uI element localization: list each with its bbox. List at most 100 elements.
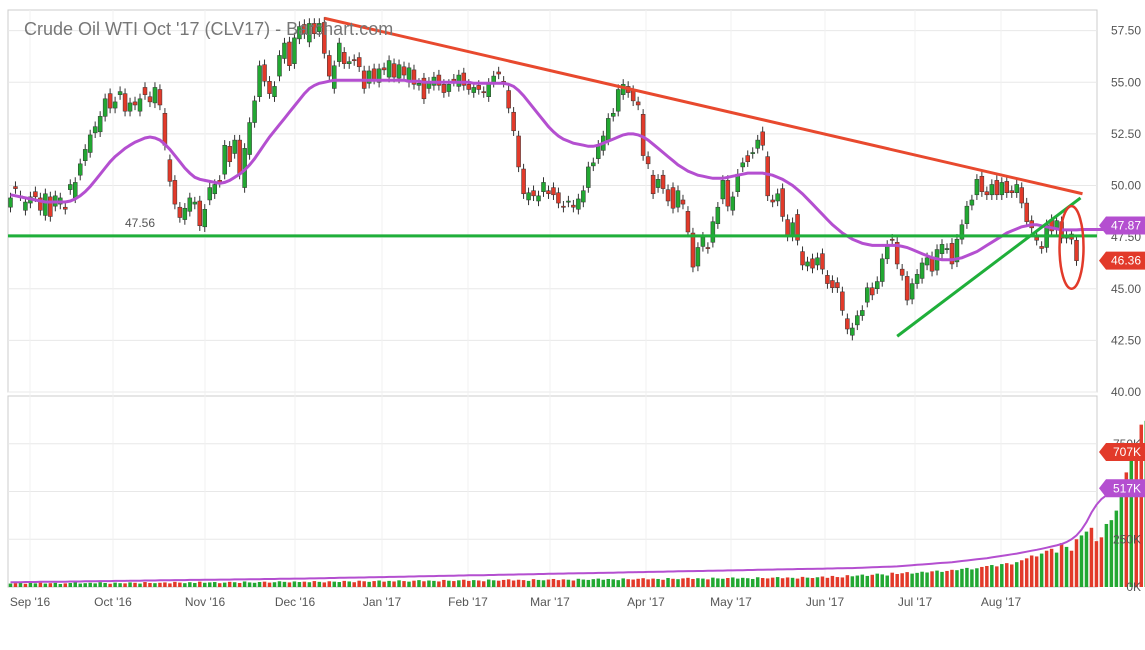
volume-bar — [18, 582, 23, 587]
volume-tick-label: 0K — [1126, 580, 1141, 594]
volume-bar — [1044, 550, 1049, 587]
candle-body — [740, 162, 745, 168]
candle — [974, 174, 980, 200]
candle — [337, 37, 342, 67]
candle-body — [755, 139, 760, 149]
candle-body — [835, 282, 840, 288]
candle-body — [775, 193, 780, 202]
volume-bar — [1134, 457, 1139, 587]
volume-bar — [855, 575, 860, 587]
volume-bar — [486, 579, 491, 587]
candle-body — [227, 146, 232, 163]
candle — [860, 305, 865, 321]
volume-bar — [1069, 550, 1074, 587]
candle — [152, 82, 158, 109]
candle-body — [586, 166, 591, 188]
volume-bar — [501, 579, 506, 587]
volume-bar — [38, 582, 43, 587]
volume-bar — [317, 581, 322, 587]
candle-body — [117, 91, 123, 95]
volume-bar — [780, 578, 785, 587]
volume-bar — [1034, 556, 1039, 587]
volume-bar — [377, 580, 381, 587]
volume-bar — [741, 577, 745, 587]
candle-body — [197, 200, 203, 227]
candle — [386, 55, 392, 83]
candle-body — [8, 197, 13, 208]
grid — [7, 9, 1098, 588]
candle-body — [371, 68, 377, 80]
price-tick-label: 55.00 — [1111, 75, 1141, 89]
volume-bar — [143, 582, 147, 587]
candle — [909, 278, 915, 305]
volume-bar — [387, 580, 391, 587]
candle — [48, 191, 53, 222]
volume-bar — [875, 573, 879, 587]
candle — [1009, 185, 1014, 198]
volume-bar — [556, 580, 561, 587]
volume-bar — [820, 576, 825, 587]
candle-body — [102, 98, 108, 117]
candle-body — [112, 101, 118, 109]
candle — [107, 88, 113, 114]
candle-body — [730, 196, 736, 211]
volume-bar — [561, 579, 566, 587]
volume-bar — [367, 581, 371, 587]
volume-bar — [1129, 449, 1134, 587]
ma-value-tag: 47.87 — [1099, 216, 1145, 235]
volume-bar — [606, 578, 611, 587]
volume-bar — [342, 580, 346, 587]
last-price-tag: 46.36 — [1099, 251, 1145, 270]
candle-body — [481, 91, 486, 94]
candle — [655, 174, 661, 193]
candle — [292, 32, 297, 69]
candle — [481, 86, 486, 98]
candle-body — [665, 189, 671, 202]
candle-body — [795, 214, 800, 241]
candle-body — [715, 206, 721, 224]
volume-bar — [222, 582, 227, 587]
candle-body — [924, 257, 930, 266]
candle-body — [396, 64, 402, 79]
candle — [287, 36, 292, 71]
candle-body — [765, 156, 770, 197]
candle-body — [471, 87, 477, 93]
volume-bar — [277, 581, 282, 587]
candle-body — [1039, 246, 1044, 249]
volume-last-tag-shape — [1099, 442, 1145, 461]
candle-body — [82, 149, 88, 161]
candle-body — [167, 159, 173, 182]
volume-bar — [153, 583, 157, 587]
volume-bar — [1014, 562, 1019, 587]
volume-bar — [1005, 563, 1009, 587]
candle-body — [172, 180, 178, 205]
candle-body — [446, 84, 452, 92]
candle-body — [257, 65, 262, 97]
candle-body — [73, 182, 78, 199]
candle — [182, 203, 188, 225]
candle — [899, 263, 905, 281]
volume-bar — [1074, 539, 1079, 587]
volume-bar — [307, 582, 312, 587]
volume-bar — [476, 580, 481, 587]
candle — [247, 117, 252, 160]
candle — [456, 69, 462, 92]
candle — [725, 175, 731, 212]
volume-bar — [785, 577, 790, 587]
candle-body — [825, 275, 830, 284]
volume-bar — [412, 580, 416, 587]
volume-bar — [915, 572, 919, 587]
volume-bar — [586, 579, 591, 587]
volume-bar — [128, 582, 132, 587]
volume-bar — [53, 582, 58, 587]
volume-bar — [860, 574, 865, 587]
candle — [591, 157, 596, 172]
candle — [122, 88, 128, 117]
candle — [620, 79, 626, 100]
candle — [322, 17, 327, 59]
candle-body — [576, 198, 581, 210]
x-axis-labels: Sep '16 Oct '16 Nov '16 Dec '16 Jan '17 Feb '… — [10, 595, 1022, 609]
candle — [526, 187, 531, 206]
